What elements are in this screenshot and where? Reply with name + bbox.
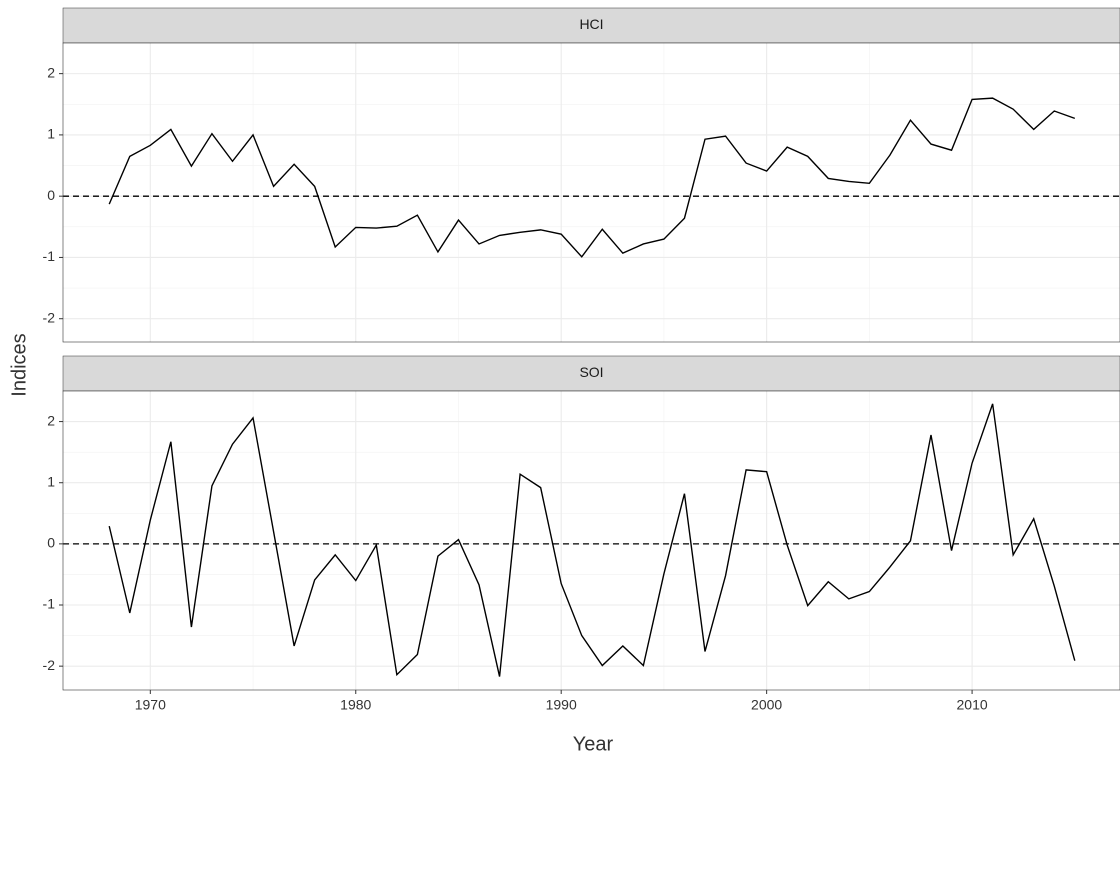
x-axis-label: Year xyxy=(573,733,614,755)
y-tick-label: 2 xyxy=(47,412,55,428)
y-tick-label: 1 xyxy=(47,473,55,489)
series-line xyxy=(108,97,1076,258)
y-tick-label: -1 xyxy=(43,248,56,264)
x-tick-label: 1980 xyxy=(340,697,371,713)
y-tick-label: 2 xyxy=(47,64,55,80)
panel xyxy=(63,391,1120,690)
x-tick-label: 2000 xyxy=(751,697,782,713)
series-line xyxy=(108,403,1076,677)
facet-strip xyxy=(62,7,1120,44)
x-tick-label: 1970 xyxy=(135,697,166,713)
y-tick-label: -2 xyxy=(43,309,56,325)
y-tick-label: -2 xyxy=(43,657,56,673)
panel xyxy=(63,43,1120,342)
facet-title: SOI xyxy=(579,364,603,380)
y-axis-label: Indices xyxy=(8,333,30,396)
y-tick-label: 1 xyxy=(47,126,55,142)
y-tick-label: 0 xyxy=(47,187,55,203)
panel-border xyxy=(62,42,1120,343)
x-tick-label: 2010 xyxy=(957,697,988,713)
y-tick-label: 0 xyxy=(47,535,55,551)
facet-title: HCI xyxy=(579,16,603,32)
y-tick-label: -1 xyxy=(43,596,56,612)
x-tick-label: 1990 xyxy=(546,697,577,713)
panel-border xyxy=(62,390,1120,691)
facet-strip xyxy=(62,355,1120,392)
